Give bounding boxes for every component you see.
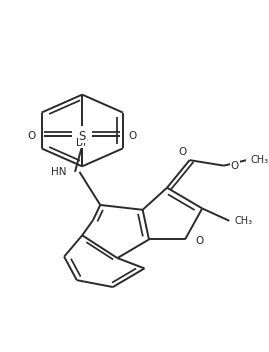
Text: Br: Br: [76, 138, 88, 148]
Text: O: O: [195, 236, 204, 246]
Text: CH₃: CH₃: [250, 155, 268, 165]
Text: CH₃: CH₃: [235, 216, 253, 226]
Text: HN: HN: [51, 167, 66, 177]
Text: O: O: [27, 131, 36, 141]
Text: O: O: [231, 161, 239, 171]
Text: S: S: [79, 130, 86, 143]
Text: O: O: [129, 131, 137, 141]
Text: O: O: [178, 147, 186, 157]
